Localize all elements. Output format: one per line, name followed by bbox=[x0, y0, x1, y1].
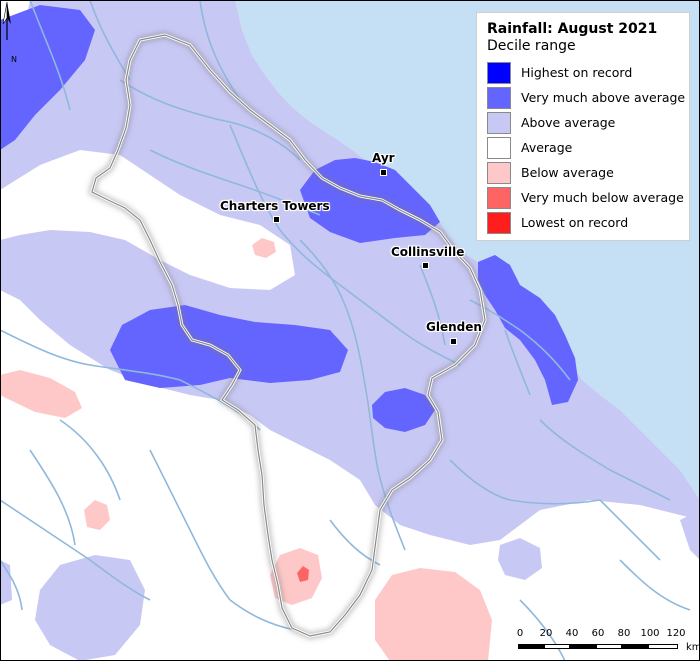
town-marker-charters-towers bbox=[273, 216, 280, 223]
scale-tick: 100 bbox=[640, 628, 660, 639]
legend-swatch-lowest bbox=[487, 211, 511, 234]
legend-label: Above average bbox=[521, 115, 616, 130]
legend-item: Average bbox=[487, 135, 679, 160]
north-label: N bbox=[11, 55, 17, 64]
scale-segment bbox=[518, 644, 544, 649]
legend-item: Very much above average bbox=[487, 85, 685, 110]
legend-label: Below average bbox=[521, 165, 614, 180]
region-vmaa-northwest bbox=[0, 5, 95, 150]
legend-swatch-highest bbox=[487, 61, 511, 84]
legend-swatch-average bbox=[487, 136, 511, 159]
scale-tick: 0 bbox=[516, 628, 524, 639]
region-ba-small bbox=[84, 500, 110, 530]
legend-item: Highest on record bbox=[487, 60, 679, 85]
region-aa-westedge bbox=[0, 560, 12, 605]
north-arrow-icon bbox=[2, 1, 11, 40]
legend-label: Average bbox=[521, 140, 573, 155]
region-average-west bbox=[0, 150, 295, 290]
catchment-boundary bbox=[88, 31, 489, 640]
scale-tick: 60 bbox=[591, 628, 605, 639]
scale-tick: 40 bbox=[565, 628, 579, 639]
scale-segment bbox=[648, 644, 678, 649]
scale-tick: 120 bbox=[666, 628, 686, 639]
scale-bar: 0 20 40 60 80 100 120 km bbox=[512, 628, 700, 656]
scale-segment bbox=[596, 644, 622, 649]
region-ba-charters bbox=[252, 238, 276, 258]
scale-tick: 20 bbox=[539, 628, 553, 639]
legend-swatch-below bbox=[487, 161, 511, 184]
town-label-charters-towers: Charters Towers bbox=[220, 199, 330, 213]
legend-item: Above average bbox=[487, 110, 679, 135]
legend-item: Lowest on record bbox=[487, 210, 679, 235]
legend-subtitle: Decile range bbox=[487, 38, 576, 54]
region-vmaa-south bbox=[372, 388, 435, 432]
scale-segment bbox=[570, 644, 596, 649]
legend-label: Highest on record bbox=[521, 65, 633, 80]
region-ba-south bbox=[270, 548, 322, 605]
map-legend: Rainfall: August 2021 Decile range Highe… bbox=[476, 12, 690, 241]
legend-item: Very much below average bbox=[487, 185, 684, 210]
legend-item: Below average bbox=[487, 160, 679, 185]
town-label-collinsville: Collinsville bbox=[391, 245, 465, 259]
legend-swatch-very-much-above bbox=[487, 86, 511, 109]
region-aa-sw bbox=[35, 555, 145, 661]
region-above-average bbox=[0, 0, 700, 545]
region-vmaa-central bbox=[110, 305, 348, 388]
region-ba-west bbox=[0, 370, 82, 418]
town-marker-glenden bbox=[450, 338, 457, 345]
scale-segment bbox=[544, 644, 570, 649]
scale-segment bbox=[622, 644, 648, 649]
region-ba-se bbox=[375, 568, 492, 661]
legend-title: Rainfall: August 2021 bbox=[487, 21, 658, 37]
legend-label: Very much above average bbox=[521, 90, 686, 105]
town-marker-collinsville bbox=[422, 262, 429, 269]
town-label-ayr: Ayr bbox=[372, 151, 395, 165]
legend-swatch-very-much-below bbox=[487, 186, 511, 209]
legend-label: Very much below average bbox=[521, 190, 684, 205]
town-marker-ayr bbox=[380, 169, 387, 176]
legend-label: Lowest on record bbox=[521, 215, 629, 230]
scale-tick: 80 bbox=[617, 628, 631, 639]
region-vmaa-coast bbox=[478, 255, 578, 405]
town-label-glenden: Glenden bbox=[426, 320, 482, 334]
legend-swatch-above bbox=[487, 111, 511, 134]
scale-unit: km bbox=[686, 642, 700, 653]
region-aa-east bbox=[680, 510, 700, 560]
region-aa-se bbox=[498, 538, 542, 580]
region-vmba-spot bbox=[297, 566, 309, 582]
